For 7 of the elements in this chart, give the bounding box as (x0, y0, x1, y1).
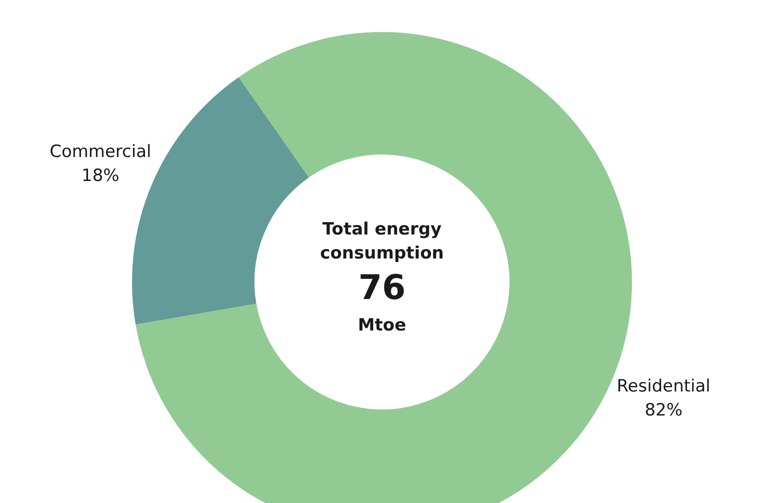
text: Total energy consumption (320, 219, 444, 264)
text: Mtoe (358, 315, 406, 336)
data-label: 18% (82, 166, 120, 186)
data-label: 82% (644, 400, 682, 421)
slice-label: Residential (616, 376, 710, 397)
text: 76 (358, 268, 406, 308)
slice-label: Commercial (50, 142, 152, 162)
